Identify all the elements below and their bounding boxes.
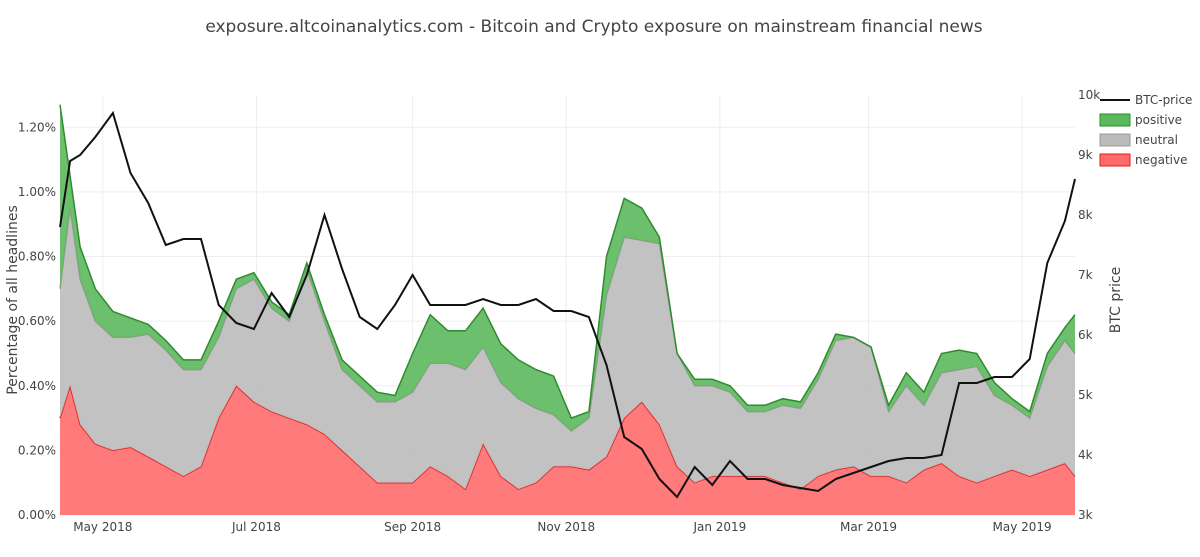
legend-label-positive: positive <box>1135 113 1182 127</box>
x-tick-label: Nov 2018 <box>537 520 595 534</box>
y-tick-label: 0.40% <box>18 379 56 393</box>
x-tick-label: Sep 2018 <box>384 520 441 534</box>
x-tick-label: May 2019 <box>993 520 1052 534</box>
y2-tick-label: 3k <box>1078 508 1093 522</box>
btc-price-line <box>59 110 1076 499</box>
legend-label-negative: negative <box>1135 153 1187 167</box>
legend: BTC-price positive neutral negative <box>1099 93 1192 167</box>
y-axis-title: Percentage of all headlines <box>5 205 21 394</box>
y2-axis-title: BTC price <box>1108 267 1124 333</box>
y2-tick-label: 6k <box>1078 328 1093 342</box>
y-tick-label: 1.00% <box>18 185 56 199</box>
y2-tick-label: 9k <box>1078 148 1093 162</box>
y-tick-label: 0.80% <box>18 250 56 264</box>
y-tick-label: 0.60% <box>18 314 56 328</box>
stacked-areas <box>59 104 1076 515</box>
legend-label-BTC-price: BTC-price <box>1135 93 1192 107</box>
y2-axis-ticks: 3k 4k 5k 6k 7k 8k 9k 10k <box>1078 88 1100 522</box>
y2-tick-label: 4k <box>1078 448 1093 462</box>
x-axis-ticks: May 2018 Jul 2018 Sep 2018 Nov 2018 Jan 2019… <box>73 520 1051 534</box>
x-tick-label: Jul 2018 <box>231 520 281 534</box>
y-axis-ticks: 0.00% 0.20% 0.40% 0.60% 0.80% 1.00% 1.20% <box>18 120 56 522</box>
x-tick-label: May 2018 <box>73 520 132 534</box>
y-tick-label: 1.20% <box>18 120 56 134</box>
line-btc-price <box>59 110 1076 499</box>
x-tick-label: Jan 2019 <box>692 520 746 534</box>
area-negative <box>60 385 1075 515</box>
y-tick-label: 0.20% <box>18 443 56 457</box>
y2-tick-label: 7k <box>1078 268 1093 282</box>
area-edge-positive <box>59 104 1076 420</box>
x-tick-label: Mar 2019 <box>840 520 897 534</box>
y2-tick-label: 10k <box>1078 88 1100 102</box>
legend-swatch-negative <box>1099 153 1131 167</box>
legend-label-neutral: neutral <box>1135 133 1178 147</box>
y2-tick-label: 5k <box>1078 388 1093 402</box>
legend-swatch-positive <box>1099 113 1131 127</box>
area-neutral <box>60 208 1075 490</box>
chart-title: exposure.altcoinanalytics.com - Bitcoin … <box>205 17 982 37</box>
y-tick-label: 0.00% <box>18 508 56 522</box>
y2-tick-label: 8k <box>1078 208 1093 222</box>
legend-swatch-neutral <box>1099 133 1131 147</box>
